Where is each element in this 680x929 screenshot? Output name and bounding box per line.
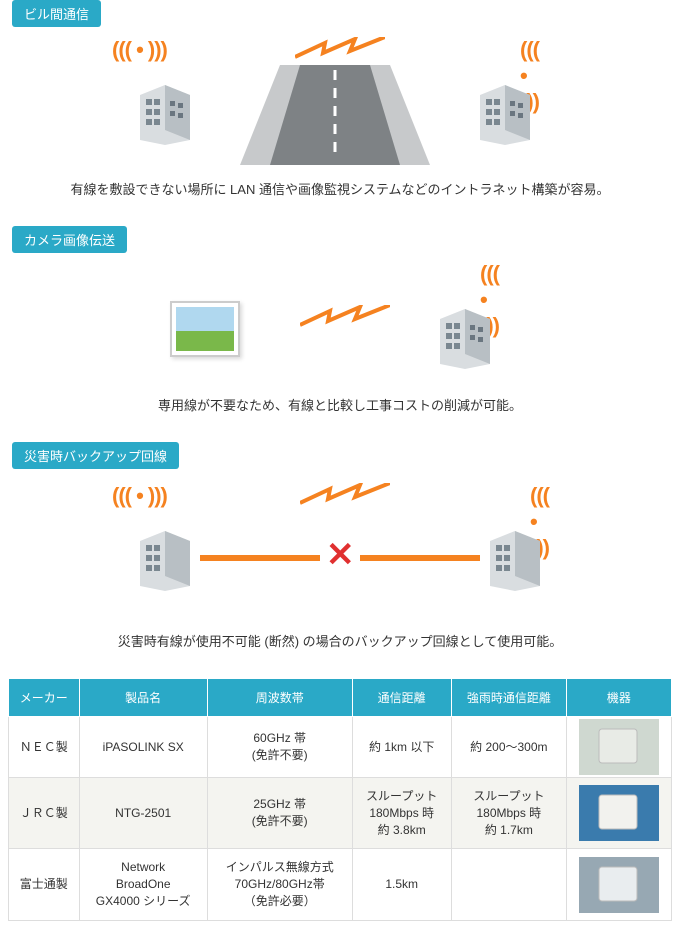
col-maker: メーカー	[9, 679, 80, 717]
table-row: ＮＥＣ製iPASOLINK SX60GHz 帯(免許不要)約 1km 以下約 2…	[9, 717, 672, 778]
section-caption: 災害時有線が使用不可能 (断然) の場合のバックアップ回線として使用可能。	[0, 631, 680, 650]
antenna-icon: ((( • )))	[112, 483, 167, 509]
section-camera: カメラ画像伝送 ((( • ))) 専用線が不要なため、有線と比較し工事コストの…	[0, 226, 680, 414]
table-cell: 約 200〜300m	[451, 717, 566, 778]
table-cell: NetworkBroadOneGX4000 シリーズ	[79, 849, 207, 920]
table-cell: 富士通製	[9, 849, 80, 920]
table-cell-equipment	[566, 717, 671, 778]
road-icon	[240, 65, 430, 165]
table-cell: ＮＥＣ製	[9, 717, 80, 778]
col-product: 製品名	[79, 679, 207, 717]
table-row: ＪＲＣ製NTG-250125GHz 帯(免許不要)スループット180Mbps 時…	[9, 778, 672, 849]
table-cell: スループット180Mbps 時約 3.8km	[352, 778, 451, 849]
table-cell: iPASOLINK SX	[79, 717, 207, 778]
section-caption: 有線を敷設できない場所に LAN 通信や画像監視システムなどのイントラネット構築…	[0, 179, 680, 198]
table-cell	[451, 849, 566, 920]
diagram-camera: ((( • )))	[0, 261, 680, 391]
table-cell: ＪＲＣ製	[9, 778, 80, 849]
table-cell: 1.5km	[352, 849, 451, 920]
col-dist: 通信距離	[352, 679, 451, 717]
section-caption: 専用線が不要なため、有線と比較し工事コストの削減が可能。	[0, 395, 680, 414]
bolt-icon	[300, 483, 390, 511]
table-cell: 60GHz 帯(免許不要)	[207, 717, 352, 778]
table-cell-equipment	[566, 778, 671, 849]
building-right: ((( • )))	[490, 501, 550, 591]
cable-left	[200, 555, 320, 561]
bolt-icon	[295, 37, 385, 65]
col-equip: 機器	[566, 679, 671, 717]
building-icon	[140, 85, 190, 145]
table-row: 富士通製NetworkBroadOneGX4000 シリーズインパルス無線方式7…	[9, 849, 672, 920]
x-icon: ✕	[326, 535, 355, 575]
col-rain: 強雨時通信距離	[451, 679, 566, 717]
building-icon	[490, 531, 540, 591]
table-cell: NTG-2501	[79, 778, 207, 849]
table-cell: スループット180Mbps 時約 1.7km	[451, 778, 566, 849]
table-cell: インパルス無線方式70GHz/80GHz帯（免許必要）	[207, 849, 352, 920]
section-tag: 災害時バックアップ回線	[12, 442, 179, 469]
equipment-thumb	[579, 785, 659, 841]
building-icon	[440, 309, 490, 369]
cable-right	[360, 555, 480, 561]
equipment-thumb	[579, 857, 659, 913]
antenna-icon: ((( • )))	[112, 37, 167, 63]
diagram-disaster: ((( • ))) ✕ ((( • )))	[0, 477, 680, 627]
building-icon	[140, 531, 190, 591]
table-cell: 約 1km 以下	[352, 717, 451, 778]
section-building-comm: ビル間通信 ((( • ))) ((( • )))	[0, 0, 680, 198]
section-disaster: 災害時バックアップ回線 ((( • ))) ✕ ((( • )))	[0, 442, 680, 650]
photo-icon	[170, 301, 240, 357]
table-cell-equipment	[566, 849, 671, 920]
col-freq: 周波数帯	[207, 679, 352, 717]
building-icon	[480, 85, 530, 145]
diagram-building: ((( • ))) ((( • )))	[0, 35, 680, 175]
bolt-icon	[300, 305, 390, 333]
building-left: ((( • )))	[140, 55, 200, 145]
section-tag: ビル間通信	[12, 0, 101, 27]
table-header-row: メーカー 製品名 周波数帯 通信距離 強雨時通信距離 機器	[9, 679, 672, 717]
product-table: メーカー 製品名 周波数帯 通信距離 強雨時通信距離 機器 ＮＥＣ製iPASOL…	[8, 678, 672, 921]
building-right: ((( • )))	[480, 55, 540, 145]
section-tag: カメラ画像伝送	[12, 226, 127, 253]
table-cell: 25GHz 帯(免許不要)	[207, 778, 352, 849]
building-right: ((( • )))	[440, 279, 500, 369]
building-left: ((( • )))	[140, 501, 200, 591]
equipment-thumb	[579, 719, 659, 775]
